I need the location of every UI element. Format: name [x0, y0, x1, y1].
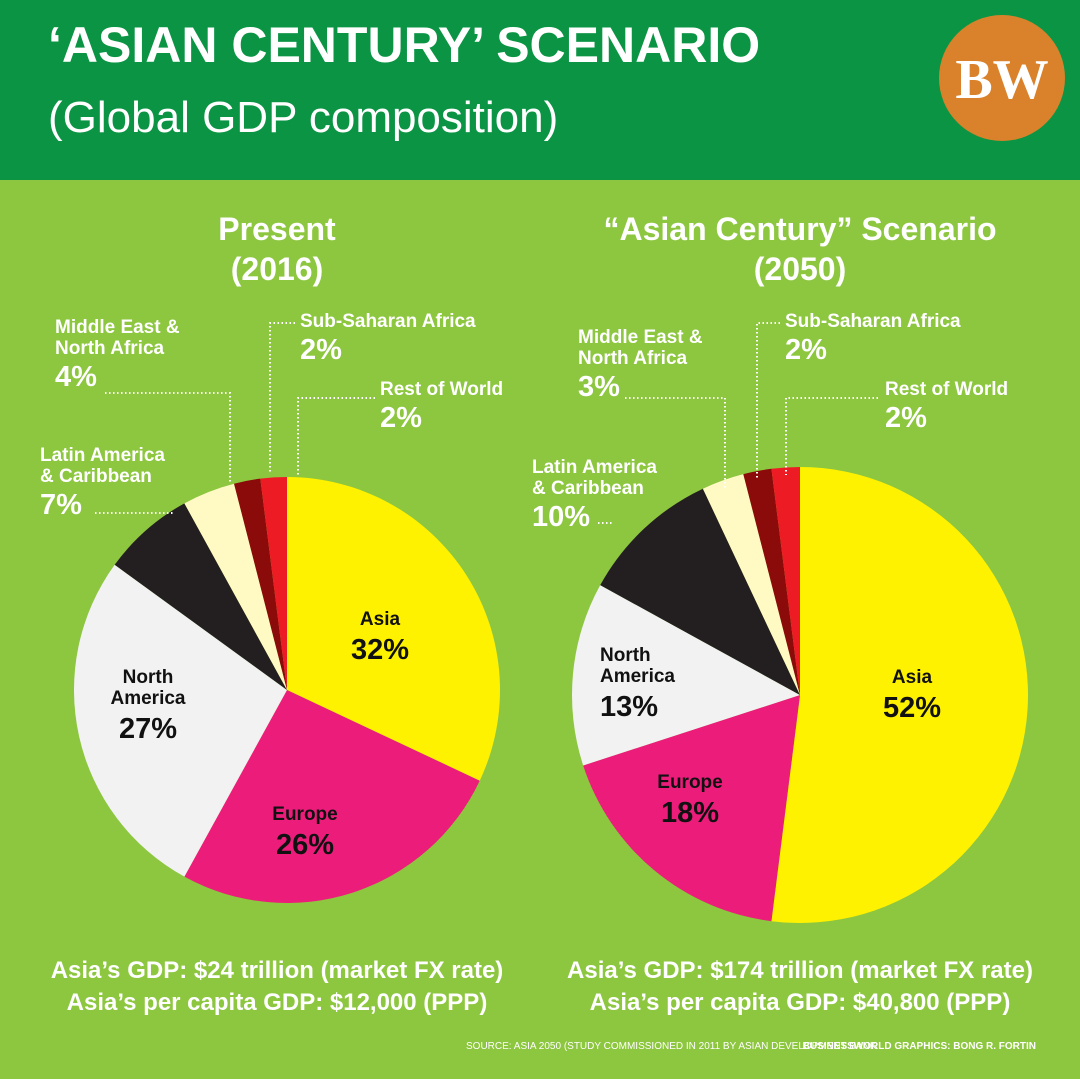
pie-slice — [771, 467, 1028, 923]
pie-slice — [184, 483, 287, 690]
leader-line — [105, 392, 231, 482]
logo-circle — [939, 15, 1065, 141]
leader-line — [625, 397, 726, 490]
note: Asia’s per capita GDP: $12,000 (PPP) — [66, 989, 488, 1016]
slice-label: Asia — [891, 667, 933, 688]
value-label: 52% — [882, 692, 942, 724]
leader-line — [785, 397, 878, 475]
value-label: 2% — [300, 334, 342, 366]
pie-slice — [287, 477, 500, 781]
pie-slice — [571, 585, 800, 766]
value-label: 2% — [785, 334, 827, 366]
slice-label: North America — [110, 667, 186, 709]
slice-label: Sub-Saharan Africa — [300, 311, 476, 332]
slice-label: Latin America & Caribbean — [40, 445, 165, 487]
leader-line — [269, 322, 295, 472]
pie-slice — [234, 478, 287, 690]
pie-slice — [702, 474, 800, 695]
page-title: ‘ASIAN CENTURY’ SCENARIO — [48, 17, 760, 73]
slice-label: Sub-Saharan Africa — [785, 311, 961, 332]
credit: BUSINESSWORLD GRAPHICS: BONG R. FORTIN — [803, 1041, 1036, 1052]
slice-label: Europe — [272, 804, 338, 825]
pie-slice — [114, 503, 287, 690]
value-label: 27% — [118, 713, 178, 745]
chart-subtitle: (2050) — [753, 251, 847, 287]
pie-slice — [600, 488, 800, 695]
value-label: 18% — [660, 797, 720, 829]
note: Asia’s GDP: $24 trillion (market FX rate… — [50, 957, 504, 984]
slice-label: Rest of World — [885, 379, 1009, 400]
pie-slice — [771, 467, 800, 695]
slice-label: Asia — [359, 609, 401, 630]
slice-label: Middle East & North Africa — [578, 327, 703, 369]
leader-line — [756, 322, 780, 478]
note: Asia’s GDP: $174 trillion (market FX rat… — [567, 957, 1033, 984]
pie-slice — [184, 690, 480, 903]
slice-label: Latin America & Caribbean — [532, 457, 657, 499]
pie-slice — [74, 564, 287, 877]
value-label: 32% — [350, 634, 410, 666]
chart-subtitle: (2016) — [230, 251, 324, 287]
slice-label: Rest of World — [380, 379, 504, 400]
logo: BW — [955, 49, 1048, 111]
pie-slice — [260, 477, 287, 690]
chart-title: “Asian Century” Scenario — [603, 211, 997, 247]
value-label: 7% — [40, 489, 82, 521]
value-label: 10% — [532, 501, 591, 533]
value-label: 4% — [55, 361, 97, 393]
value-label: 13% — [600, 691, 659, 723]
value-label: 2% — [380, 402, 422, 434]
value-label: 2% — [885, 402, 927, 434]
source: SOURCE: ASIA 2050 (STUDY COMMISSIONED IN… — [466, 1041, 877, 1052]
pie-slice — [743, 468, 800, 695]
pie-slice — [583, 695, 800, 922]
value-label: 3% — [578, 371, 620, 403]
header-bar — [0, 0, 1080, 180]
value-label: 26% — [275, 829, 335, 861]
slice-label: Middle East & North Africa — [55, 317, 180, 359]
note: Asia’s per capita GDP: $40,800 (PPP) — [589, 989, 1011, 1016]
chart-title: Present — [218, 211, 336, 247]
slice-label: North America — [600, 645, 675, 687]
slice-label: Europe — [657, 772, 723, 793]
page-subtitle: (Global GDP composition) — [48, 93, 558, 142]
leader-line — [297, 397, 375, 476]
